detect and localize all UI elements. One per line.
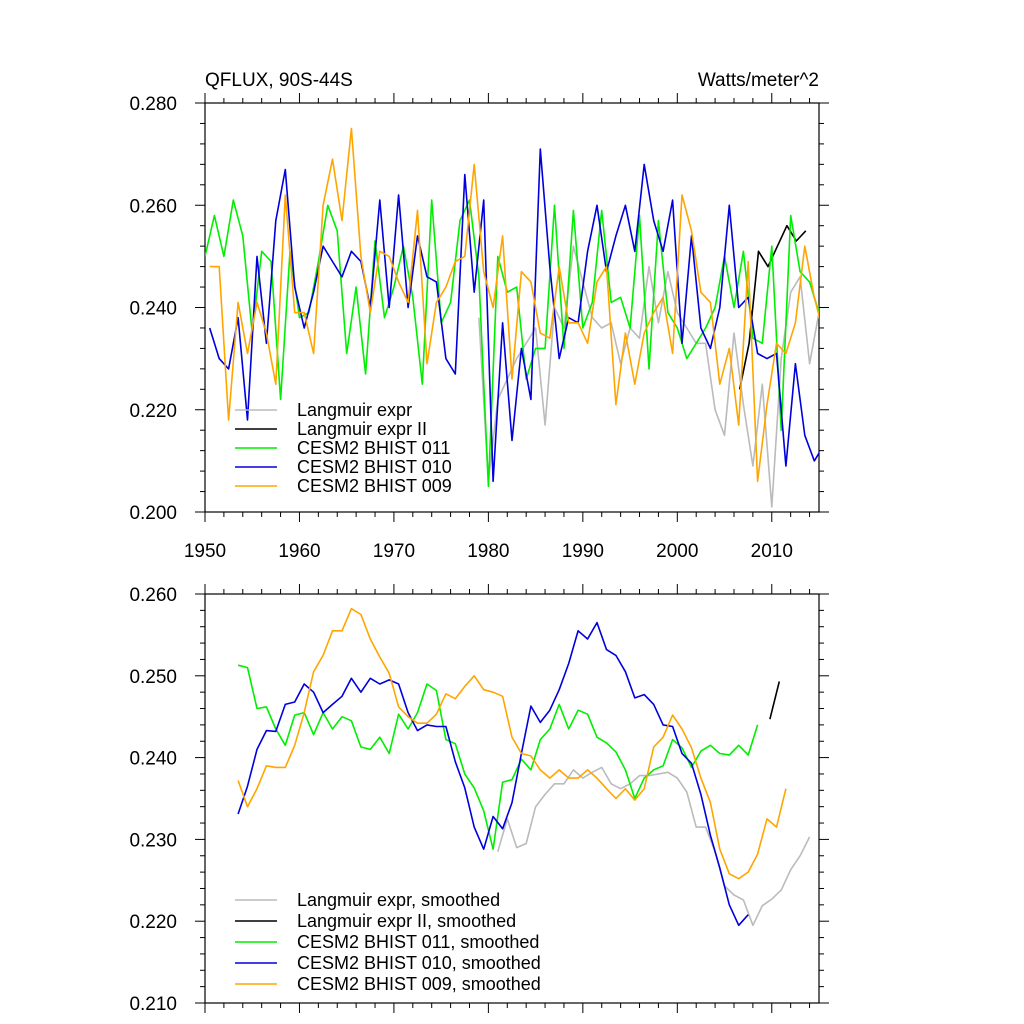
y-tick-label: 0.260 (129, 196, 177, 217)
x-tick-label: 2010 (751, 541, 793, 562)
x-tick-label: 2000 (656, 541, 698, 562)
series-line-4 (208, 148, 819, 483)
y-tick-label: 0.240 (129, 749, 177, 770)
series-line-3 (237, 664, 759, 851)
legend-label: CESM2 BHIST 011, smoothed (297, 932, 539, 952)
series-line-5 (237, 607, 787, 880)
legend-label: Langmuir expr, smoothed (297, 890, 500, 910)
y-tick-label: 0.240 (129, 299, 177, 320)
y-tick-label: 0.220 (129, 401, 177, 422)
series-line-2 (769, 681, 781, 720)
legend-label: CESM2 BHIST 011 (297, 438, 450, 458)
y-tick-label: 0.280 (129, 94, 177, 115)
y-tick-label: 0.210 (129, 994, 177, 1015)
chart-title-left: QFLUX, 90S-44S (205, 70, 353, 91)
x-tick-label: 1950 (184, 541, 226, 562)
series-line-1 (478, 245, 819, 508)
x-tick-label: 1980 (467, 541, 509, 562)
y-tick-label: 0.250 (129, 667, 177, 688)
x-tick-label: 1970 (373, 541, 415, 562)
legend-label: Langmuir expr II (297, 419, 427, 439)
legend-label: CESM2 BHIST 009, smoothed (297, 974, 541, 994)
series-line-5 (209, 127, 819, 483)
y-tick-label: 0.200 (129, 503, 177, 524)
chart-title-right: Watts/meter^2 (698, 70, 819, 91)
y-tick-label: 0.230 (129, 830, 177, 851)
legend-label: CESM2 BHIST 009 (297, 476, 452, 496)
legend-label: CESM2 BHIST 010 (297, 457, 452, 477)
legend-label: Langmuir expr (297, 400, 412, 420)
legend-label: CESM2 BHIST 010, smoothed (297, 953, 541, 973)
x-tick-label: 1960 (278, 541, 320, 562)
x-tick-label: 1990 (562, 541, 604, 562)
y-tick-label: 0.260 (129, 585, 177, 606)
legend-label: Langmuir expr II, smoothed (297, 911, 516, 931)
series-line-1 (497, 766, 811, 927)
plot-frame (204, 593, 820, 1004)
series-line-4 (237, 621, 749, 927)
y-tick-label: 0.220 (129, 912, 177, 933)
chart-panel-1: 1950 1960 1970 1980 1990 2000 2010 0.200 0.220 0.… (129, 70, 829, 562)
chart-panel-2: 0.210 0.220 0.230 0.240 0.250 0.260 Langmuir e… (129, 584, 829, 1015)
